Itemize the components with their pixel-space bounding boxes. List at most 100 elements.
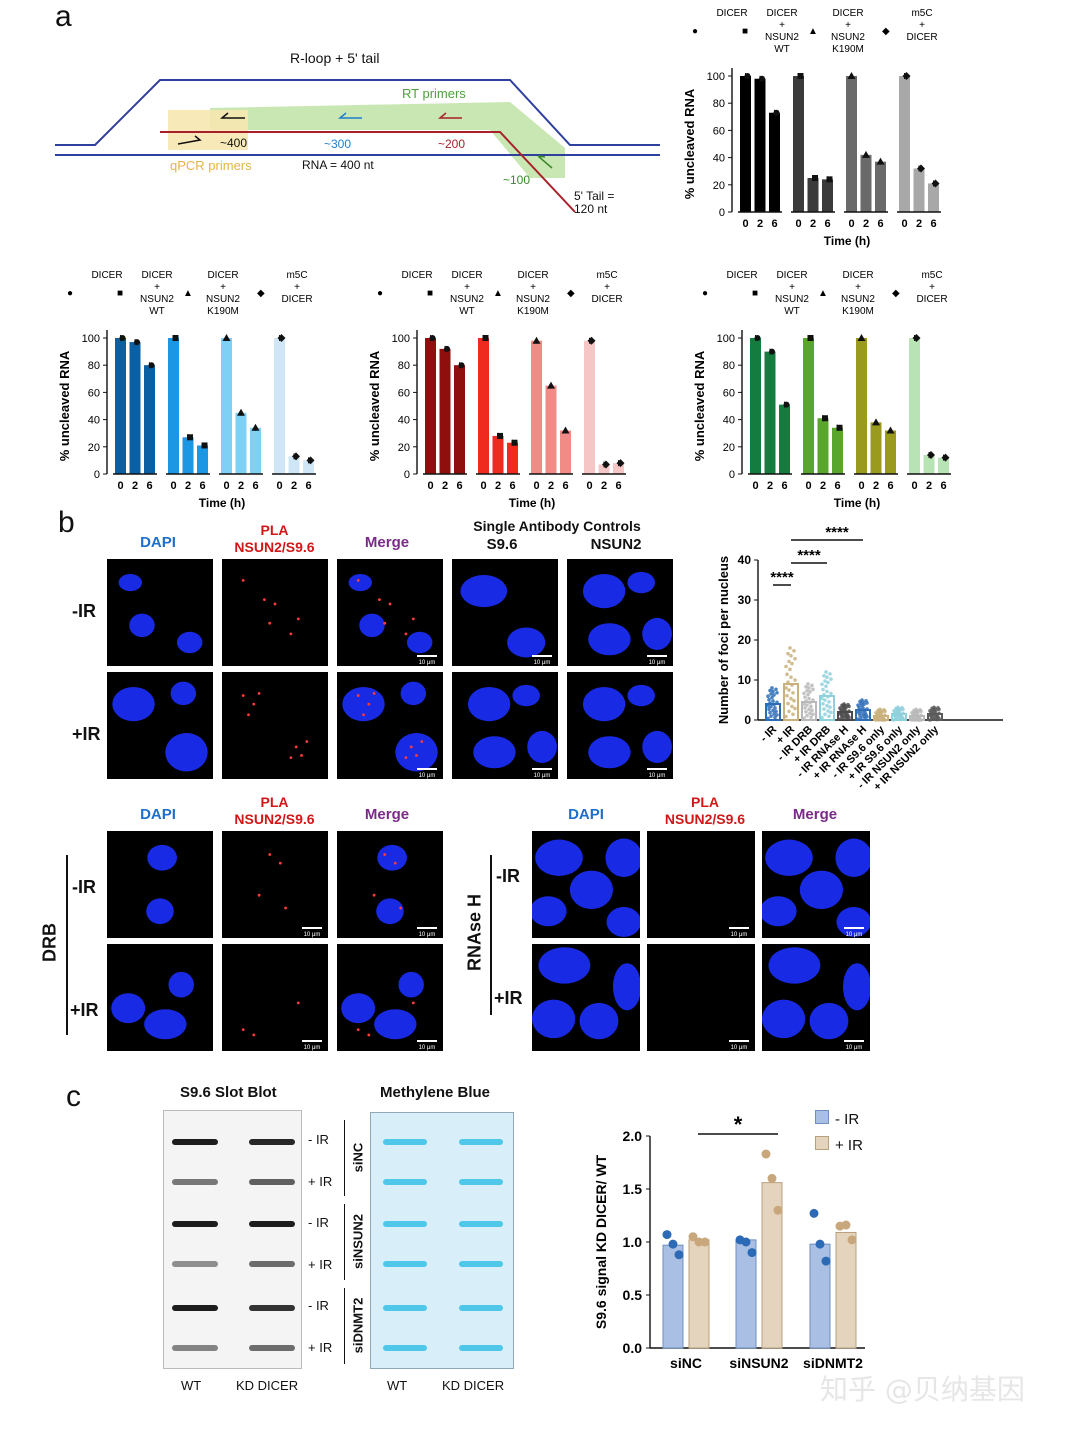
- foci-point: [773, 715, 777, 720]
- legend-text: WT: [149, 306, 165, 317]
- slot-band: [172, 1139, 218, 1145]
- foci-point: [770, 686, 774, 690]
- panel-letter-b: b: [58, 506, 75, 539]
- dna-top-strand: [55, 79, 660, 146]
- data-point: [917, 164, 925, 173]
- foci-point: [793, 678, 797, 682]
- foci-point: [769, 692, 773, 696]
- foci-point: [793, 656, 797, 661]
- drb-dapi-header: DAPI: [140, 806, 176, 823]
- rnase-plus-ir-1: 10 μm: [647, 944, 755, 1051]
- foci-point: [807, 696, 811, 701]
- chart-c-signal: 0.0 0.5 1.0 1.5 2.0 S9.6 signal KD DICER/ WT s…: [593, 1112, 865, 1371]
- x-tick-label: siNSUN2: [729, 1355, 788, 1371]
- foci-point: [822, 673, 826, 678]
- rna-length-label: RNA = 400 nt: [302, 158, 374, 172]
- bar: [144, 365, 155, 474]
- foci-point: [809, 704, 813, 709]
- bar: [250, 427, 261, 474]
- legend-text: NSUN2: [206, 294, 240, 305]
- y-tick-label: 20: [738, 633, 752, 647]
- blot-row-label: - IR: [308, 1298, 329, 1313]
- legend-text: NSUN2: [841, 294, 875, 305]
- y-tick-label: 20: [723, 442, 735, 454]
- nucleus: [527, 730, 557, 763]
- foci-point: [825, 675, 829, 680]
- legend-text: +: [919, 20, 925, 31]
- data-point: [587, 336, 596, 345]
- data-point: [927, 450, 935, 459]
- x-tick-label: 2: [238, 480, 244, 492]
- legend-text: m5C: [911, 8, 932, 19]
- pla-focus: [356, 694, 360, 697]
- legend-marker: ●: [692, 26, 698, 37]
- pla-focus: [257, 692, 261, 695]
- micro-minus-ir-4: 10 μm: [567, 559, 673, 666]
- foci-point: [804, 685, 808, 689]
- methylene-band: [383, 1261, 427, 1267]
- data-point: [429, 335, 436, 341]
- data-point: [251, 423, 260, 431]
- data-point: [812, 175, 818, 181]
- legend-text: DICER: [141, 270, 172, 281]
- y-tick-label: 40: [398, 415, 410, 427]
- foci-point: [792, 649, 796, 653]
- mb-wt-label: WT: [387, 1378, 408, 1393]
- nucleus: [843, 963, 870, 1011]
- rnase-minus-ir-1: 10 μm: [647, 831, 755, 938]
- foci-point: [790, 704, 794, 709]
- foci-point: [785, 672, 789, 677]
- methylene-band: [459, 1179, 503, 1185]
- legend-text: DICER: [401, 270, 432, 281]
- foci-point: [808, 700, 812, 705]
- foci-point: [820, 715, 824, 720]
- pla-focus: [289, 632, 293, 636]
- foci-point: [847, 709, 851, 713]
- drb-minus-ir-2: 10 μm: [337, 831, 443, 938]
- slot-blot-title: S9.6 Slot Blot: [180, 1084, 277, 1101]
- bar: [197, 445, 208, 474]
- bar: [182, 437, 194, 474]
- data-point: [841, 1220, 851, 1230]
- data-point: [821, 1256, 831, 1266]
- legend-text: DICER: [517, 270, 548, 281]
- legend-text: DICER: [451, 270, 482, 281]
- x-tick-label: 6: [305, 480, 311, 492]
- panel-letter-c: c: [66, 1080, 81, 1113]
- foci-point: [865, 707, 869, 711]
- foci-point: [767, 697, 771, 702]
- nucleus: [168, 971, 194, 998]
- qpcr-primers-label: qPCR primers: [170, 158, 252, 173]
- panel-letter-a: a: [55, 0, 72, 33]
- foci-point: [838, 717, 842, 721]
- y-tick-label: 100: [82, 333, 100, 345]
- bar: [439, 348, 451, 474]
- x-tick-label: 0: [848, 218, 854, 230]
- slot-band: [249, 1345, 295, 1351]
- pla-focus: [415, 754, 418, 757]
- rt-primer-band: [210, 102, 565, 178]
- bar: [807, 178, 819, 212]
- nucleus: [582, 573, 626, 609]
- y-tick-label: 1.0: [623, 1234, 643, 1250]
- foci-point: [811, 687, 815, 692]
- foci-point: [790, 661, 794, 666]
- legend-text: WT: [784, 306, 800, 317]
- pla-focus: [372, 692, 376, 695]
- legend-marker: ■: [742, 26, 748, 37]
- rnase-bracket: [490, 855, 492, 1015]
- nucleus: [762, 999, 806, 1039]
- foci-point: [874, 710, 878, 715]
- x-tick-label: 0: [480, 480, 486, 492]
- foci-point: [825, 703, 829, 708]
- foci-point: [820, 682, 824, 687]
- foci-point: [768, 688, 772, 693]
- nucleus: [836, 906, 870, 937]
- data-point: [902, 72, 911, 80]
- bar: [860, 154, 872, 212]
- bar: [764, 351, 776, 474]
- pla-focus: [252, 702, 256, 706]
- y-tick-label: 80: [723, 360, 735, 372]
- legend-marker: ●: [67, 288, 73, 299]
- bar: [899, 76, 910, 212]
